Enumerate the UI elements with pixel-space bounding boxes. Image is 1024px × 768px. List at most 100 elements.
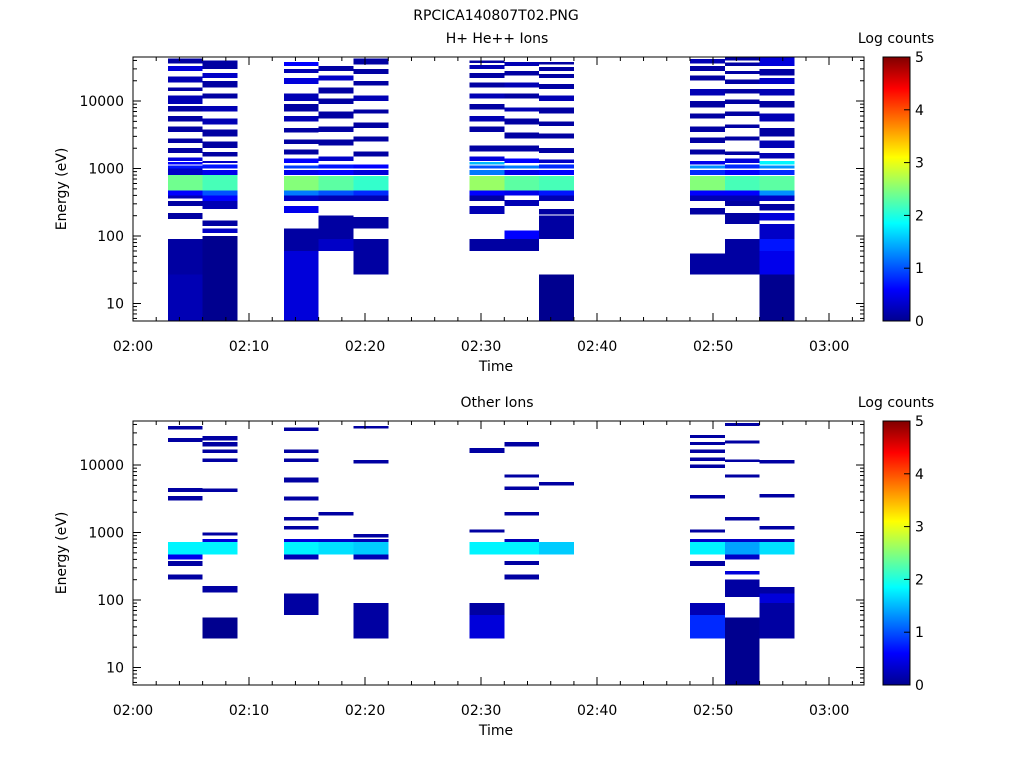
heatmap-cell <box>759 190 795 196</box>
y-tick-label: 1000 <box>88 162 124 178</box>
heatmap-cell <box>283 158 319 164</box>
heatmap-cell <box>167 560 203 566</box>
heatmap-cell <box>539 190 574 196</box>
colorbar-label: Log counts <box>858 31 934 47</box>
heatmap-cell <box>724 212 760 225</box>
heatmap-cell <box>202 617 238 639</box>
heatmap-cell <box>724 164 760 169</box>
heatmap-cell <box>283 116 319 122</box>
y-tick-label: 10 <box>106 296 124 312</box>
heatmap-cell <box>167 105 203 112</box>
heatmap-cell <box>283 449 319 454</box>
heatmap-cell <box>167 168 203 175</box>
heatmap-cell <box>504 165 540 169</box>
heatmap-cell <box>759 68 795 76</box>
heatmap-cell <box>690 542 725 555</box>
heatmap-cell <box>167 438 203 442</box>
heatmap-cell <box>283 539 319 543</box>
heatmap-cell <box>539 482 574 486</box>
heatmap-cell <box>469 126 505 132</box>
heatmap-cell <box>759 113 795 122</box>
heatmap-cell <box>353 195 389 201</box>
heatmap-cell <box>167 148 203 153</box>
heatmap-cell <box>353 603 389 639</box>
heatmap-cell <box>690 160 725 165</box>
heatmap-cell <box>167 126 203 132</box>
colorbar-tick-label: 4 <box>915 103 924 119</box>
heatmap-cell <box>539 62 574 65</box>
heatmap-cell <box>283 251 319 321</box>
x-tick-label: 02:10 <box>229 703 269 719</box>
heatmap-cell <box>202 80 238 88</box>
panel-title: H+ He++ Ions <box>446 31 549 47</box>
heatmap-cell <box>469 93 505 99</box>
heatmap-cell <box>353 217 389 229</box>
heatmap-cell <box>167 426 203 430</box>
heatmap-cell <box>353 190 389 196</box>
heatmap-cell <box>318 175 354 191</box>
heatmap-cell <box>283 517 319 521</box>
heatmap-cell <box>724 554 760 560</box>
heatmap-cell <box>469 73 505 78</box>
heatmap-cell <box>724 57 760 61</box>
heatmap-cell <box>504 107 540 112</box>
heatmap-cell <box>202 60 238 69</box>
heatmap-cell <box>318 87 354 94</box>
heatmap-cell <box>539 215 574 240</box>
heatmap-cell <box>202 586 238 593</box>
heatmap-cell <box>759 494 795 498</box>
heatmap-cell <box>469 162 505 165</box>
heatmap-cell <box>202 93 238 99</box>
heatmap-cell <box>283 175 319 191</box>
heatmap-cell <box>690 165 725 169</box>
heatmap-cell <box>469 82 505 88</box>
heatmap-cell <box>318 75 354 81</box>
y-tick-label: 10000 <box>79 458 124 474</box>
heatmap-cell <box>469 145 505 152</box>
heatmap-cell <box>724 111 760 116</box>
heatmap-cell <box>759 460 795 464</box>
heatmap-cell <box>283 427 319 431</box>
heatmap-cell <box>759 542 795 555</box>
heatmap-cell <box>469 60 505 63</box>
heatmap-cell <box>202 542 238 555</box>
heatmap-cell <box>469 447 505 454</box>
heatmap-cell <box>759 593 795 604</box>
heatmap-cell <box>469 116 505 122</box>
heatmap-cell <box>167 58 203 64</box>
x-tick-label: 02:30 <box>461 339 501 355</box>
heatmap-cell <box>283 190 319 196</box>
heatmap-cell <box>759 587 795 594</box>
heatmap-cell <box>539 67 574 71</box>
heatmap-cell <box>539 83 574 90</box>
heatmap-cell <box>539 121 574 126</box>
x-tick-label: 02:30 <box>461 703 501 719</box>
heatmap-cell <box>318 139 354 146</box>
heatmap-cell <box>167 138 203 143</box>
colorbar-tick-label: 1 <box>915 261 924 277</box>
heatmap-cell <box>724 195 760 201</box>
heatmap-cell <box>167 165 203 169</box>
heatmap-cell <box>202 539 238 543</box>
heatmap-cell <box>202 170 238 175</box>
heatmap-cell <box>283 496 319 501</box>
heatmap-cell <box>690 59 725 64</box>
heatmap-cell <box>690 457 725 461</box>
heatmap-cell <box>318 195 354 201</box>
heatmap-cell <box>724 62 760 67</box>
heatmap-cell <box>283 195 319 201</box>
heatmap-cell <box>353 239 389 275</box>
heatmap-cell <box>690 434 725 439</box>
heatmap-cell <box>724 70 760 75</box>
heatmap-cell <box>759 89 795 96</box>
heatmap-cell <box>202 195 238 201</box>
x-tick-label: 02:50 <box>693 703 733 719</box>
heatmap-cell <box>504 239 540 251</box>
heatmap-cell <box>690 464 725 469</box>
heatmap-cell <box>539 133 574 139</box>
heatmap-cell <box>690 190 725 196</box>
heatmap-cell <box>724 158 760 164</box>
heatmap-cell <box>353 164 389 169</box>
heatmap-cell <box>539 74 574 78</box>
colorbar-tick-label: 0 <box>915 678 924 694</box>
